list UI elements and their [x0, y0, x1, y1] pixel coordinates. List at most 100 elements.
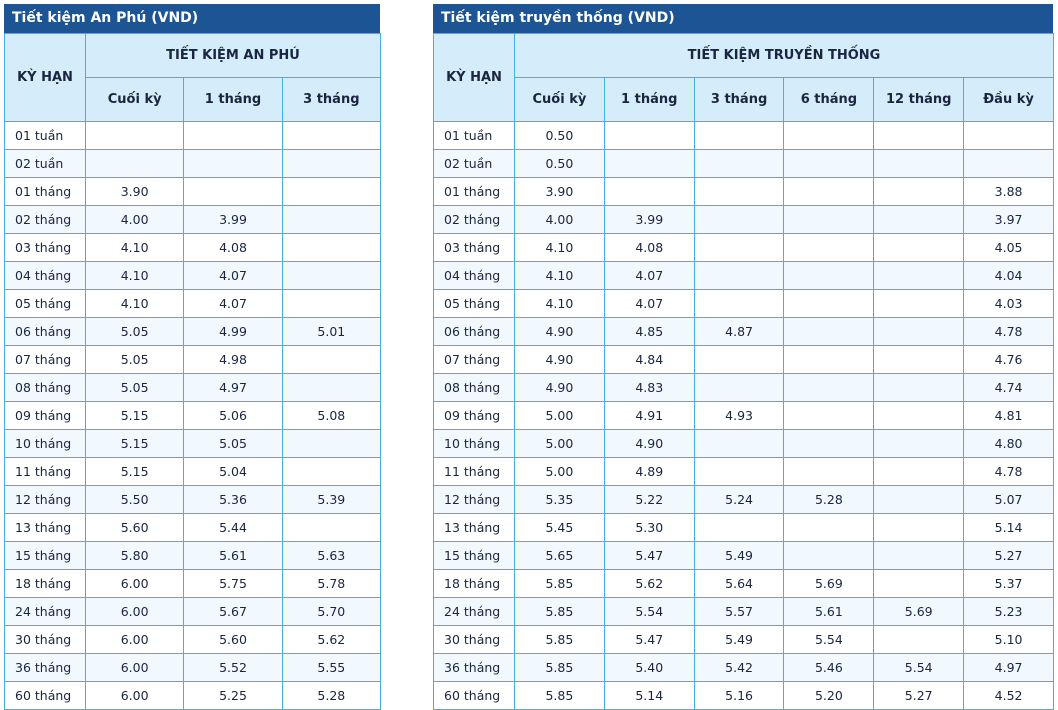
empty-cell	[281, 373, 381, 402]
rate-cell: 5.49	[693, 625, 785, 654]
term-cell: 09 tháng	[4, 401, 86, 430]
rate-cell: 5.24	[693, 485, 785, 514]
empty-cell	[783, 121, 875, 150]
term-cell: 13 tháng	[433, 513, 515, 542]
rate-cell: 4.93	[693, 401, 785, 430]
term-cell: 13 tháng	[4, 513, 86, 542]
empty-cell	[281, 205, 381, 234]
rate-cell: 5.14	[963, 513, 1054, 542]
empty-cell	[783, 513, 875, 542]
rate-cell: 5.85	[514, 625, 605, 654]
rate-cell: 0.50	[514, 149, 605, 178]
rate-cell: 5.00	[514, 457, 605, 486]
rate-cell: 4.10	[84, 261, 185, 290]
empty-cell	[84, 121, 185, 150]
rate-cell: 4.80	[963, 429, 1054, 458]
rate-cell: 4.83	[603, 373, 695, 402]
empty-cell	[281, 121, 381, 150]
empty-cell	[873, 205, 965, 234]
empty-cell	[693, 373, 785, 402]
empty-cell	[783, 401, 875, 430]
rate-cell: 4.97	[963, 653, 1054, 682]
rate-cell: 4.03	[963, 289, 1054, 318]
rate-cell: 5.57	[693, 597, 785, 626]
empty-cell	[693, 261, 785, 290]
rate-cell: 5.05	[84, 317, 185, 346]
term-cell: 05 tháng	[4, 289, 86, 318]
rate-cell: 4.97	[183, 373, 283, 402]
empty-cell	[693, 205, 785, 234]
term-cell: 06 tháng	[4, 317, 86, 346]
empty-cell	[873, 485, 965, 514]
empty-cell	[873, 401, 965, 430]
rate-cell: 4.05	[963, 233, 1054, 262]
empty-cell	[873, 625, 965, 654]
term-cell: 10 tháng	[4, 429, 86, 458]
rate-cell: 5.61	[183, 541, 283, 570]
term-cell: 12 tháng	[433, 485, 515, 514]
rate-cell: 5.60	[183, 625, 283, 654]
empty-cell	[783, 149, 875, 178]
term-cell: 05 tháng	[433, 289, 515, 318]
rate-cell: 5.15	[84, 429, 185, 458]
term-cell: 10 tháng	[433, 429, 515, 458]
rate-cell: 4.90	[514, 317, 605, 346]
empty-cell	[183, 149, 283, 178]
term-cell: 18 tháng	[433, 569, 515, 598]
rate-cell: 6.00	[84, 653, 185, 682]
empty-cell	[281, 457, 381, 486]
empty-cell	[873, 317, 965, 346]
rate-cell: 5.30	[603, 513, 695, 542]
rate-cell: 4.07	[603, 261, 695, 290]
term-cell: 12 tháng	[4, 485, 86, 514]
rate-cell: 5.15	[84, 457, 185, 486]
empty-cell	[281, 261, 381, 290]
rate-cell: 5.85	[514, 597, 605, 626]
rate-cell: 6.00	[84, 597, 185, 626]
column-header: 3 tháng	[281, 77, 381, 122]
rate-cell: 6.00	[84, 681, 185, 710]
rate-cell: 4.10	[84, 233, 185, 262]
empty-cell	[183, 177, 283, 206]
rate-cell: 5.61	[783, 597, 875, 626]
rate-cell: 5.28	[783, 485, 875, 514]
term-cell: 60 tháng	[433, 681, 515, 710]
empty-cell	[693, 345, 785, 374]
rate-cell: 3.88	[963, 177, 1054, 206]
empty-cell	[873, 261, 965, 290]
rate-cell: 3.97	[963, 205, 1054, 234]
rate-cell: 5.05	[183, 429, 283, 458]
rate-cell: 5.35	[514, 485, 605, 514]
rate-cell: 4.10	[514, 289, 605, 318]
rate-cell: 5.50	[84, 485, 185, 514]
rate-cell: 5.01	[281, 317, 381, 346]
term-header: KỲ HẠN	[4, 33, 86, 122]
term-cell: 15 tháng	[433, 541, 515, 570]
empty-cell	[693, 429, 785, 458]
rate-cell: 5.62	[281, 625, 381, 654]
term-cell: 06 tháng	[433, 317, 515, 346]
rate-cell: 5.46	[783, 653, 875, 682]
term-header: KỲ HẠN	[433, 33, 515, 122]
term-cell: 15 tháng	[4, 541, 86, 570]
rate-cell: 4.00	[514, 205, 605, 234]
empty-cell	[693, 289, 785, 318]
term-cell: 01 tuần	[433, 121, 515, 150]
rate-cell: 5.06	[183, 401, 283, 430]
rate-cell: 4.85	[603, 317, 695, 346]
rate-cell: 5.42	[693, 653, 785, 682]
rate-cell: 5.65	[514, 541, 605, 570]
rate-cell: 3.90	[84, 177, 185, 206]
empty-cell	[963, 149, 1054, 178]
rate-cell: 5.54	[783, 625, 875, 654]
rate-cell: 5.67	[183, 597, 283, 626]
rate-cell: 4.07	[603, 289, 695, 318]
term-cell: 11 tháng	[433, 457, 515, 486]
empty-cell	[873, 345, 965, 374]
empty-cell	[281, 289, 381, 318]
rate-cell: 5.54	[603, 597, 695, 626]
empty-cell	[783, 345, 875, 374]
column-header: Cuối kỳ	[514, 77, 605, 122]
rate-cell: 5.60	[84, 513, 185, 542]
